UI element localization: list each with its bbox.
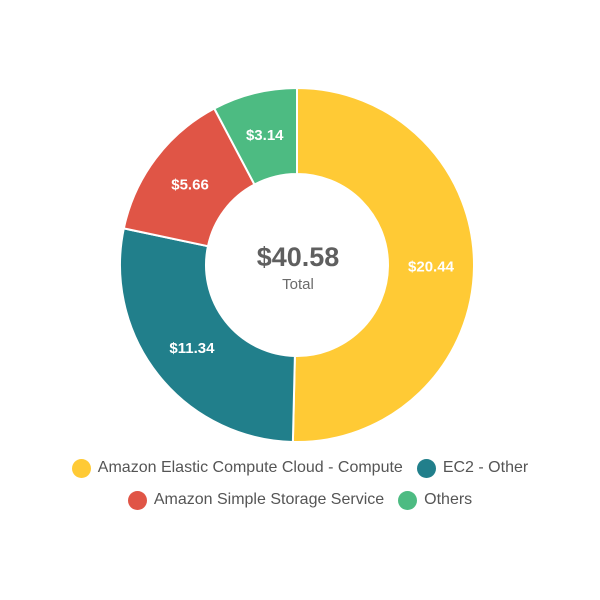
slice-label-others: $3.14 <box>246 127 284 144</box>
legend-item-ec2-compute[interactable]: Amazon Elastic Compute Cloud - Compute <box>71 458 403 478</box>
legend-label: Amazon Elastic Compute Cloud - Compute <box>97 459 403 476</box>
legend-swatch <box>416 458 436 478</box>
slice-labels-group: $20.44 $11.34 $5.66 $3.14 <box>169 127 454 357</box>
slice-others[interactable] <box>212 86 298 186</box>
slices-group <box>119 86 475 443</box>
donut-chart: $20.44 $11.34 $5.66 $3.14 $40.58 Total <box>119 86 475 443</box>
legend-item-s3[interactable]: Amazon Simple Storage Service <box>127 490 385 510</box>
legend-label: Amazon Simple Storage Service <box>153 491 385 508</box>
legend-row-2: Amazon Simple Storage Service Others <box>0 484 600 516</box>
legend-label: EC2 - Other <box>442 459 529 476</box>
slice-label-s3: $5.66 <box>171 176 209 193</box>
legend-swatch <box>71 458 91 478</box>
legend-swatch <box>127 490 147 510</box>
legend: Amazon Elastic Compute Cloud - Compute E… <box>0 452 600 516</box>
legend-item-others[interactable]: Others <box>398 490 473 510</box>
slice-ec2-compute[interactable] <box>291 86 475 443</box>
slice-label-ec2-other: $11.34 <box>169 340 215 357</box>
center-total-value: $40.58 <box>257 242 340 272</box>
slice-ec2-other[interactable] <box>119 227 296 443</box>
center-total-caption: Total <box>282 276 314 293</box>
slice-label-ec2-compute: $20.44 <box>408 259 455 276</box>
legend-swatch <box>398 490 418 510</box>
legend-item-ec2-other[interactable]: EC2 - Other <box>416 458 529 478</box>
legend-row-1: Amazon Elastic Compute Cloud - Compute E… <box>0 452 600 484</box>
legend-label: Others <box>424 491 473 508</box>
